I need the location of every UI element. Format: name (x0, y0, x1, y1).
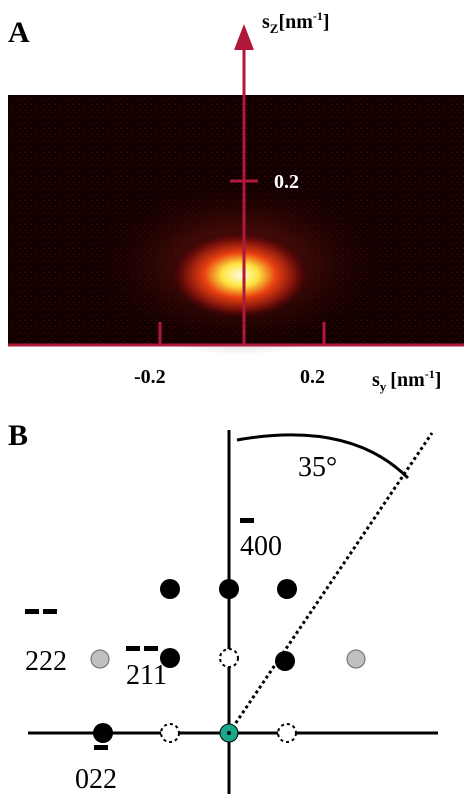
reflection (160, 579, 180, 599)
overbar (43, 609, 57, 614)
y-axis-label: sy[nm-1] (372, 367, 441, 394)
forbidden-reflection (278, 724, 296, 742)
forbidden-reflection (220, 649, 238, 667)
forbidden-reflection (161, 724, 179, 742)
figure: A 0.2 sZ[nm-1] -0.2 0.2 sy[nm-1] B 35° 4… (0, 0, 464, 794)
overbar (126, 646, 140, 651)
angle-label: 35° (298, 452, 337, 483)
panel-label: B (8, 419, 28, 452)
intensity-peak (168, 230, 312, 320)
reflection (219, 579, 239, 599)
overbar (25, 609, 39, 614)
miller-index: 022 (75, 764, 117, 794)
y-tick-label: 0.2 (300, 366, 325, 388)
overbar (94, 745, 108, 750)
panel-label: A (8, 16, 30, 49)
miller-index: 222 (25, 646, 67, 677)
y-tick-label: -0.2 (134, 366, 166, 388)
reflection (93, 723, 113, 743)
origin-dot (227, 731, 231, 735)
miller-index: 211 (126, 660, 167, 691)
reflection (277, 579, 297, 599)
reflection (275, 651, 295, 671)
z-tick-label: 0.2 (274, 171, 299, 193)
gray-reflection (347, 650, 365, 668)
overbar (144, 646, 158, 651)
reflections (93, 579, 297, 743)
miller-index: 400 (240, 531, 282, 562)
gray-reflection (91, 650, 109, 668)
z-arrowhead (234, 24, 254, 50)
z-axis-label: sZ[nm-1] (262, 9, 330, 36)
overbar (240, 518, 254, 523)
